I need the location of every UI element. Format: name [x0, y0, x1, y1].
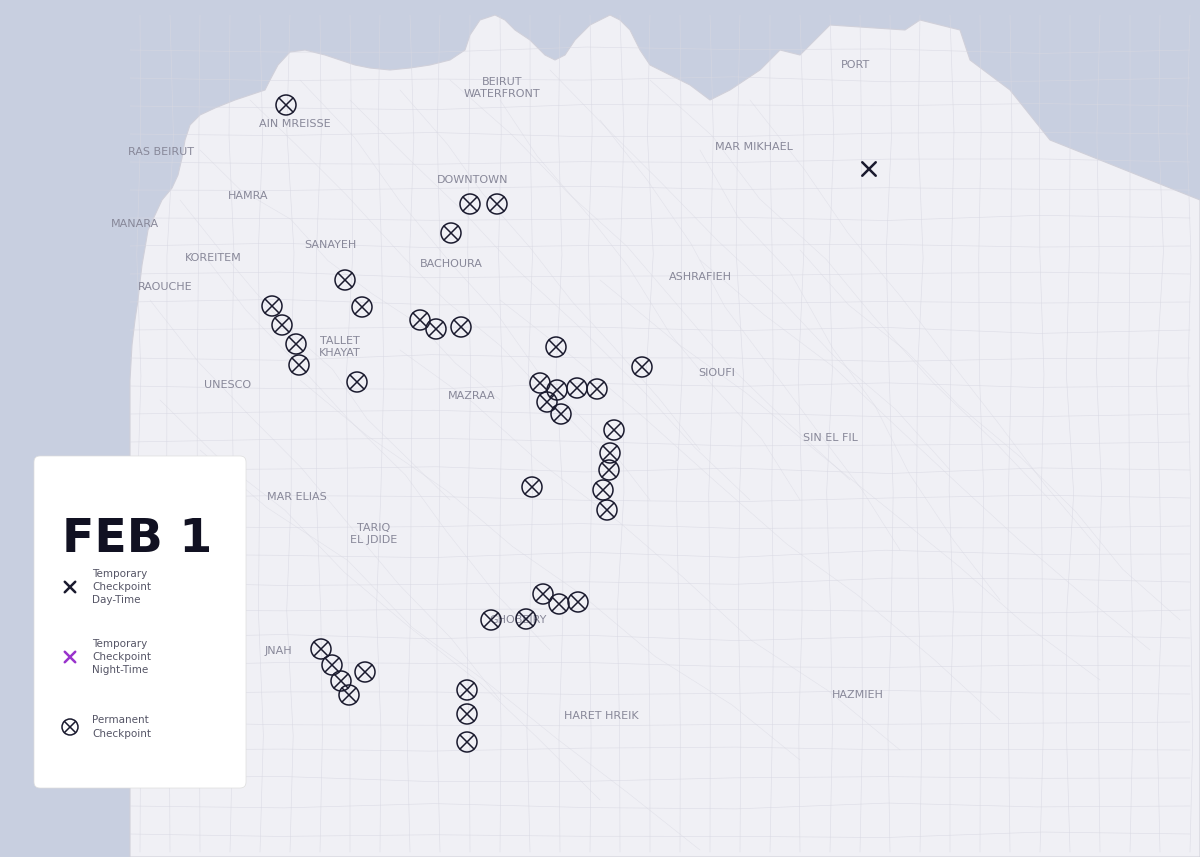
Text: HARET HREIK: HARET HREIK — [564, 711, 638, 721]
Text: Temporary
Checkpoint
Day-Time: Temporary Checkpoint Day-Time — [92, 569, 151, 605]
Text: TARIQ
EL JDIDE: TARIQ EL JDIDE — [350, 523, 397, 545]
Text: KOREITEM: KOREITEM — [185, 253, 241, 263]
Text: AIN MREISSE: AIN MREISSE — [259, 119, 331, 129]
Text: ASHRAFIEH: ASHRAFIEH — [668, 272, 732, 282]
Text: UNESCO: UNESCO — [204, 380, 252, 390]
Text: GHOBEIRY: GHOBEIRY — [490, 615, 547, 625]
Text: HAMRA: HAMRA — [228, 191, 269, 201]
Text: SIOUFI: SIOUFI — [698, 368, 736, 378]
Text: DOWNTOWN: DOWNTOWN — [437, 175, 509, 185]
Text: MAR MIKHAEL: MAR MIKHAEL — [715, 142, 793, 152]
Text: MAR ELIAS: MAR ELIAS — [268, 492, 326, 502]
Text: HAZMIEH: HAZMIEH — [832, 690, 884, 700]
Text: Temporary
Checkpoint
Night-Time: Temporary Checkpoint Night-Time — [92, 638, 151, 675]
FancyBboxPatch shape — [34, 456, 246, 788]
Text: PORT: PORT — [840, 60, 870, 70]
Text: JNAH: JNAH — [264, 646, 292, 656]
Text: Permanent
Checkpoint: Permanent Checkpoint — [92, 716, 151, 739]
Text: FEB 1: FEB 1 — [62, 517, 212, 562]
Text: MANARA: MANARA — [110, 219, 160, 229]
Text: RAOUCHE: RAOUCHE — [138, 282, 192, 292]
Polygon shape — [130, 15, 1200, 857]
Text: SIN EL FIL: SIN EL FIL — [803, 433, 858, 443]
Text: SANAYEH: SANAYEH — [304, 240, 356, 250]
Text: TALLET
KHAYAT: TALLET KHAYAT — [319, 336, 361, 358]
Text: BACHOURA: BACHOURA — [420, 259, 482, 269]
Text: RAS BEIRUT: RAS BEIRUT — [128, 147, 194, 157]
Text: BEIRUT
WATERFRONT: BEIRUT WATERFRONT — [463, 77, 540, 99]
Text: MAZRAA: MAZRAA — [448, 391, 496, 401]
